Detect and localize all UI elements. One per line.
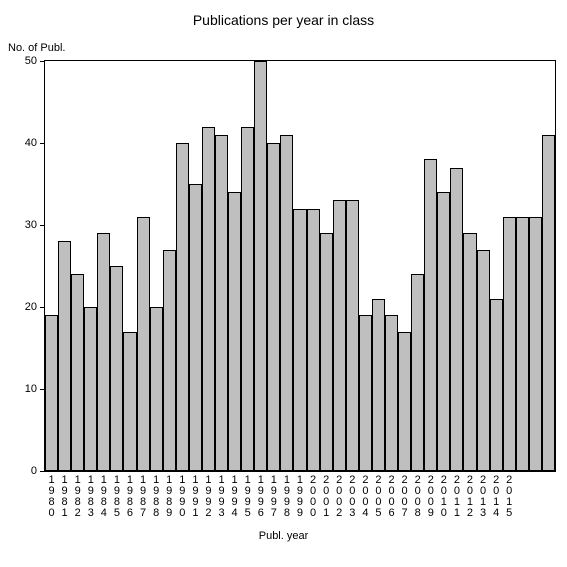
- bar: [320, 233, 333, 471]
- bar: [542, 135, 555, 471]
- x-tick-label: 2003: [346, 471, 359, 519]
- x-tick-label: 1990: [176, 471, 189, 519]
- y-tick-mark: [40, 307, 45, 308]
- x-tick-label: 2005: [372, 471, 385, 519]
- x-tick-label: 2011: [450, 471, 463, 519]
- bar: [516, 217, 529, 471]
- bar: [411, 274, 424, 471]
- bar: [137, 217, 150, 471]
- x-tick-label: 1996: [254, 471, 267, 519]
- x-tick-label: 1981: [58, 471, 71, 519]
- x-tick-label: 1980: [45, 471, 58, 519]
- x-tick-label: 2010: [437, 471, 450, 519]
- x-tick-label: 1984: [97, 471, 110, 519]
- bar: [150, 307, 163, 471]
- bar: [202, 127, 215, 471]
- bar: [463, 233, 476, 471]
- x-tick-label: 2014: [490, 471, 503, 519]
- x-tick-label: 1988: [150, 471, 163, 519]
- x-tick-label: 1995: [241, 471, 254, 519]
- x-tick-label: 1986: [123, 471, 136, 519]
- bar: [58, 241, 71, 471]
- bar: [424, 159, 437, 471]
- bar: [359, 315, 372, 471]
- bar: [267, 143, 280, 471]
- x-tick-label: 1991: [189, 471, 202, 519]
- x-tick-label: 1987: [137, 471, 150, 519]
- bar: [254, 61, 267, 471]
- bar: [189, 184, 202, 471]
- bar: [215, 135, 228, 471]
- bar: [372, 299, 385, 471]
- x-tick-label: 2009: [424, 471, 437, 519]
- x-tick-label: 1999: [293, 471, 306, 519]
- bar: [280, 135, 293, 471]
- bar: [163, 250, 176, 471]
- bar: [241, 127, 254, 471]
- x-tick-label: 2008: [411, 471, 424, 519]
- y-tick-mark: [40, 61, 45, 62]
- bar: [176, 143, 189, 471]
- x-tick-label: 1994: [228, 471, 241, 519]
- x-tick-label: 1983: [84, 471, 97, 519]
- bar: [293, 209, 306, 471]
- bar: [529, 217, 542, 471]
- bar: [490, 299, 503, 471]
- x-tick-label: 2004: [359, 471, 372, 519]
- bar: [437, 192, 450, 471]
- x-tick-label: 1989: [163, 471, 176, 519]
- x-tick-label: 2015: [503, 471, 516, 519]
- bar: [450, 168, 463, 471]
- bar: [71, 274, 84, 471]
- bar: [385, 315, 398, 471]
- x-tick-label: 2002: [333, 471, 346, 519]
- x-tick-label: 2001: [320, 471, 333, 519]
- bar: [97, 233, 110, 471]
- bar: [307, 209, 320, 471]
- plot-area: 0102030405019801981198219831984198519861…: [44, 60, 556, 472]
- y-tick-mark: [40, 143, 45, 144]
- x-tick-label: 1985: [110, 471, 123, 519]
- bar: [503, 217, 516, 471]
- y-tick-mark: [40, 225, 45, 226]
- bar: [346, 200, 359, 471]
- x-tick-label: 1982: [71, 471, 84, 519]
- bar: [110, 266, 123, 471]
- x-tick-label: 2006: [385, 471, 398, 519]
- chart-container: Publications per year in class No. of Pu…: [0, 0, 567, 567]
- chart-title: Publications per year in class: [0, 12, 567, 28]
- x-tick-label: 2013: [477, 471, 490, 519]
- bar: [228, 192, 241, 471]
- x-tick-label: 1992: [202, 471, 215, 519]
- x-tick-label: 2000: [307, 471, 320, 519]
- bar: [477, 250, 490, 471]
- x-tick-label: 2007: [398, 471, 411, 519]
- x-tick-label: 1997: [267, 471, 280, 519]
- bar: [333, 200, 346, 471]
- bar: [398, 332, 411, 471]
- x-tick-label: 1998: [280, 471, 293, 519]
- x-axis-label: Publ. year: [0, 530, 567, 542]
- x-tick-label: 1993: [215, 471, 228, 519]
- bar: [123, 332, 136, 471]
- x-tick-label: 2012: [463, 471, 476, 519]
- bar: [84, 307, 97, 471]
- bar: [45, 315, 58, 471]
- y-axis-label: No. of Publ.: [8, 42, 65, 54]
